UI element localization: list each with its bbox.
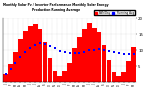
Bar bbox=[116, 76, 121, 82]
Bar bbox=[107, 60, 111, 82]
Bar bbox=[48, 58, 52, 82]
Bar bbox=[3, 74, 8, 82]
Bar bbox=[92, 28, 96, 82]
Bar bbox=[102, 45, 106, 82]
Bar bbox=[38, 29, 42, 82]
Bar bbox=[18, 39, 23, 82]
Bar bbox=[13, 52, 18, 82]
Bar bbox=[67, 63, 72, 82]
Bar bbox=[77, 37, 82, 82]
Bar bbox=[33, 24, 37, 82]
Bar bbox=[126, 61, 131, 82]
Bar bbox=[28, 26, 33, 82]
Bar bbox=[97, 32, 101, 82]
Text: Monthly Solar Pv / Inverter Performance Monthly Solar Energy Production Running : Monthly Solar Pv / Inverter Performance … bbox=[3, 3, 109, 12]
Bar bbox=[72, 48, 77, 82]
Bar bbox=[43, 42, 47, 82]
Bar bbox=[131, 47, 136, 82]
Legend: kWh/Day, Running Avg: kWh/Day, Running Avg bbox=[94, 10, 135, 16]
Bar bbox=[62, 71, 67, 82]
Bar bbox=[57, 76, 62, 82]
Bar bbox=[82, 29, 87, 82]
Bar bbox=[112, 72, 116, 82]
Bar bbox=[23, 31, 28, 82]
Bar bbox=[121, 72, 126, 82]
Bar bbox=[8, 64, 13, 82]
Bar bbox=[87, 23, 92, 82]
Bar bbox=[52, 71, 57, 82]
